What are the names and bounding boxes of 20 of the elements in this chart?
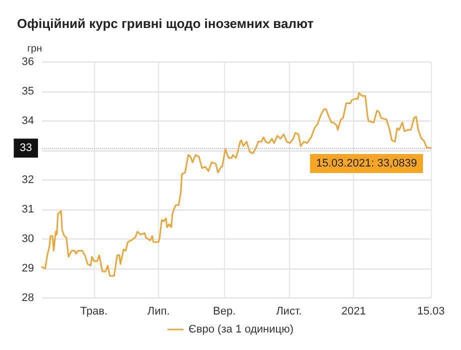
x-tick-label: 2021 [341,306,366,318]
legend-label: Євро (за 1 одиницю) [188,324,294,336]
y-tick-label: 34 [22,115,34,127]
y-axis-title: грн [27,44,42,54]
y-tick-label: 35 [22,86,34,98]
x-tick-label: Трав. [80,306,108,318]
chart-title: Офіційний курс гривні щодо іноземних валют [17,16,314,31]
x-tick-label: 15.03 [417,306,445,318]
x-tick-label: Вер. [212,306,236,318]
ref-line-label: 33 [20,142,32,154]
x-tick-label: Лип. [147,306,170,318]
y-tick-label: 36 [22,56,34,68]
y-tick-label: 32 [22,174,34,186]
y-tick-label: 31 [22,204,34,216]
line-series [41,92,432,277]
annotation: 15.03.2021: 33,0839 [316,158,418,170]
y-tick-label: 28 [22,292,34,304]
x-tick-label: Лист. [276,306,302,318]
y-tick-label: 30 [22,233,34,245]
y-tick-label: 29 [22,262,34,274]
